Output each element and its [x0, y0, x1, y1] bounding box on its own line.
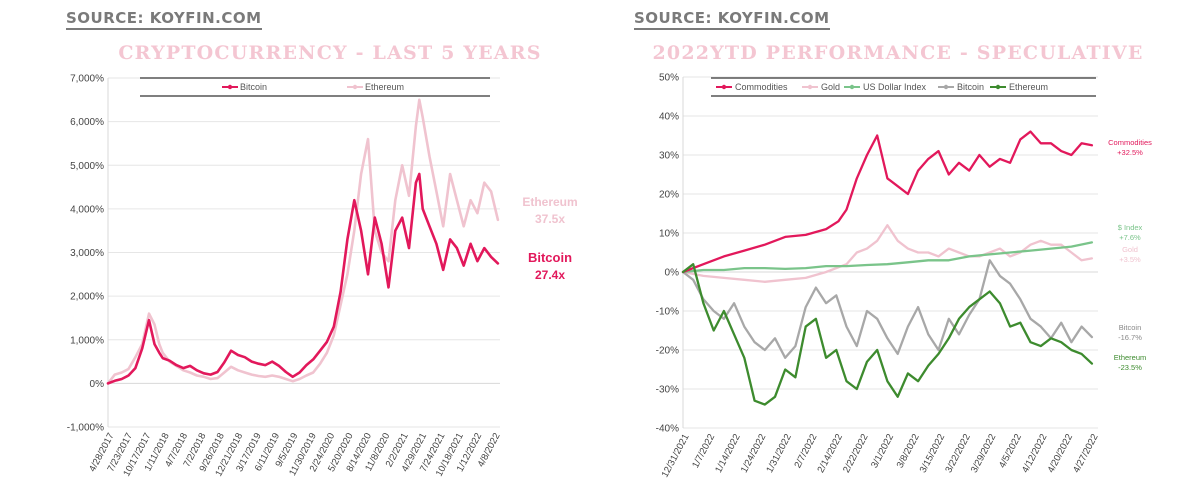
x-tick-label: 1/31/2022 — [764, 432, 794, 474]
legend-label-ethereum: Ethereum — [1009, 82, 1048, 92]
end-label-name-commodities: Commodities — [1108, 138, 1152, 147]
series-line-commodities — [681, 130, 1094, 274]
y-tick-label: 2,000% — [70, 292, 104, 303]
end-label-value-ethereum: 37.5x — [535, 212, 565, 226]
end-label-name-bitcoin: Bitcoin — [1119, 323, 1142, 332]
y-tick-label: -20% — [656, 346, 679, 357]
source-label: SOURCE: KOYFIN.COM — [634, 9, 830, 30]
end-label-value-bitcoin: -16.7% — [1118, 333, 1142, 342]
legend-box — [140, 79, 490, 96]
ytd-performance-line-chart: 50% 40% 30% 20% 10% 0% -10% -20% -30% -40%12/31/2… — [656, 73, 1152, 480]
y-tick-label: 50% — [659, 73, 679, 84]
x-tick-label: 4/27/2022 — [1071, 432, 1101, 474]
series-line-ethereum — [681, 263, 1094, 406]
y-tick-label: 4,000% — [70, 204, 104, 215]
end-label-value-bitcoin: 27.4x — [535, 268, 565, 282]
source-label: SOURCE: KOYFIN.COM — [66, 9, 262, 30]
legend-marker-bitcoin — [943, 84, 949, 90]
y-tick-label: 40% — [659, 112, 679, 123]
x-tick-label: 3/8/2022 — [895, 432, 922, 470]
y-tick-label: 3,000% — [70, 248, 104, 259]
legend-label-bitcoin: Bitcoin — [240, 82, 267, 92]
legend-label-gold: Gold — [821, 82, 840, 92]
y-tick-label: 6,000% — [70, 117, 104, 128]
legend-marker-gold — [807, 84, 813, 90]
end-label-name-ethereum: Ethereum — [522, 195, 577, 209]
y-tick-label: 7,000% — [70, 74, 104, 85]
end-label-value-ethereum: -23.5% — [1118, 363, 1142, 372]
end-label-name-bitcoin: Bitcoin — [528, 250, 572, 265]
end-label-name-gold: Gold — [1122, 245, 1138, 254]
y-tick-label: -30% — [656, 385, 679, 396]
series-line-us-dollar-index — [681, 241, 1094, 274]
legend-label-ethereum: Ethereum — [365, 82, 404, 92]
x-tick-label: 12/31/2021 — [660, 432, 692, 479]
legend-label-bitcoin: Bitcoin — [957, 82, 984, 92]
series-line-bitcoin — [681, 259, 1094, 359]
x-tick-label: 4/5/2022 — [997, 432, 1024, 470]
x-tick-label: 2/7/2022 — [792, 432, 819, 470]
legend-box — [711, 79, 1096, 96]
y-tick-label: 20% — [659, 190, 679, 201]
end-label-name-us-dollar-index: $ Index — [1118, 223, 1143, 232]
y-tick-label: 10% — [659, 229, 679, 240]
chart-panel-crypto: SOURCE: KOYFIN.COM CRYPTOCURRENCY - LAST… — [60, 0, 600, 500]
x-tick-label: 3/29/2022 — [969, 432, 999, 474]
series-line-bitcoin — [106, 172, 500, 385]
legend-marker-us-dollar-index — [849, 84, 855, 90]
end-label-value-us-dollar-index: +7.6% — [1119, 233, 1141, 242]
end-label-value-commodities: +32.5% — [1117, 148, 1143, 157]
x-tick-label: 3/1/2022 — [869, 432, 896, 470]
y-tick-label: -40% — [656, 424, 679, 435]
y-tick-label: -10% — [656, 307, 679, 318]
y-tick-label: 5,000% — [70, 161, 104, 172]
legend-marker-commodities — [721, 84, 727, 90]
chart-panel-ytd: SOURCE: KOYFIN.COM 2022YTD PERFORMANCE -… — [628, 0, 1168, 500]
end-label-name-ethereum: Ethereum — [1114, 353, 1147, 362]
chart-title: CRYPTOCURRENCY - LAST 5 YEARS — [118, 42, 542, 64]
y-tick-label: 0% — [665, 268, 680, 279]
legend-label-us-dollar-index: US Dollar Index — [863, 82, 927, 92]
x-tick-label: 1/7/2022 — [690, 432, 717, 470]
y-tick-label: 0% — [90, 379, 105, 390]
legend-marker-ethereum — [995, 84, 1001, 90]
series-line-ethereum — [106, 98, 500, 385]
legend-marker-bitcoin — [227, 84, 233, 90]
crypto-5yr-line-chart: 7,000% 6,000% 5,000% 4,000% 3,000% 2,000% 1,00… — [67, 74, 578, 479]
y-tick-label: -1,000% — [67, 423, 104, 434]
end-label-value-gold: +3.5% — [1119, 255, 1141, 264]
chart-title: 2022YTD PERFORMANCE - SPECULATIVE — [652, 42, 1144, 64]
legend-marker-ethereum — [352, 84, 358, 90]
y-tick-label: 1,000% — [70, 335, 104, 346]
legend-label-commodities: Commodities — [735, 82, 788, 92]
x-tick-label: 2/22/2022 — [841, 432, 871, 474]
y-tick-label: 30% — [659, 151, 679, 162]
series-line-gold — [681, 224, 1094, 283]
